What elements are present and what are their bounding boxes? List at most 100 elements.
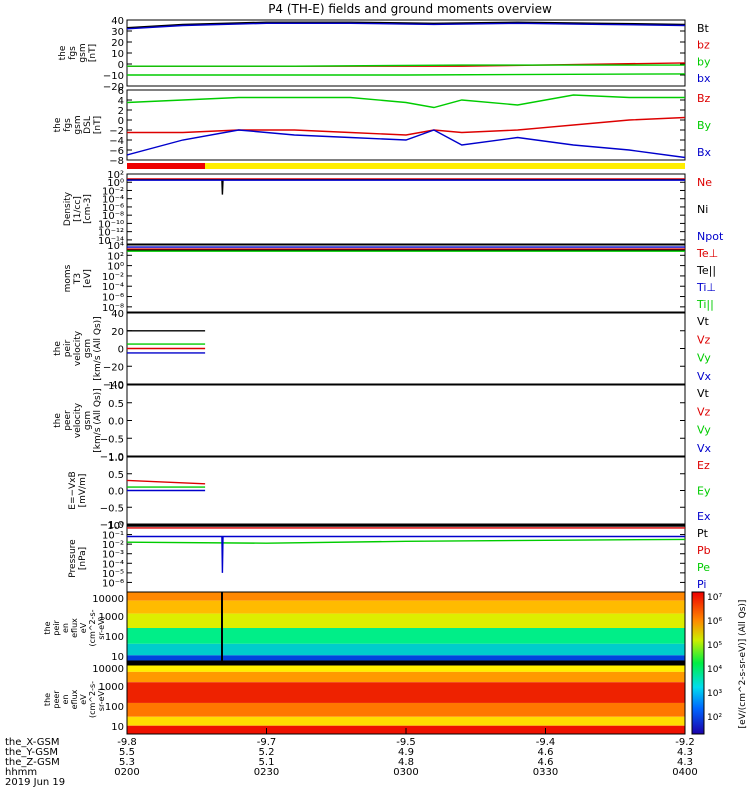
y-label-line: [km/s (All Qs)] <box>93 388 103 452</box>
y-tick-label: 0.5 <box>108 470 124 481</box>
y-axis-label: the peer en eflux eV (cm^2-s-sr-eV) <box>43 681 106 718</box>
colorbar-tick-label: 10⁷ <box>707 593 722 603</box>
series-ez-line <box>126 479 206 485</box>
y-axis-label: Pressure [nPa] <box>68 539 88 578</box>
y-tick-label: 40 <box>111 309 124 320</box>
spectrogram-band <box>127 665 685 672</box>
y-label-line: the <box>58 45 68 60</box>
y-tick-label: 10⁻² <box>102 186 124 197</box>
y-tick-label: 10⁻⁴ <box>102 559 124 570</box>
colorbar: 10⁷ 10⁶ 10⁵ 10⁴ 10³ 10² [eV/(cm^2-s-sr-eV)] (A… <box>691 591 748 735</box>
y-tick-label: 0 <box>118 116 124 127</box>
legend-ti: Ti|| <box>696 298 714 311</box>
y-tick-label: −4 <box>109 136 124 147</box>
footer-value: 0300 <box>393 767 418 778</box>
y-tick-label: −0.5 <box>100 503 124 514</box>
y-tick-label: 10⁻⁶ <box>102 203 124 214</box>
y-tick-label: 20 <box>111 38 124 49</box>
y-axis-label: the fgs gsm DSL [nT] <box>53 115 103 134</box>
y-label-line: peir <box>52 620 61 636</box>
y-label-line: eflux <box>70 618 79 638</box>
y-label-line: eV <box>79 694 88 705</box>
y-tick-label: −20 <box>103 82 124 93</box>
y-tick-label: 10⁻⁵ <box>102 569 124 580</box>
spectrogram-band <box>127 655 685 664</box>
y-label-line: [nPa] <box>78 547 88 570</box>
footer-value: 4.8 <box>398 757 414 768</box>
y-label-line: en <box>61 623 70 633</box>
y-label-line: E=−VxB <box>68 471 78 509</box>
y-label-line: the <box>53 413 63 428</box>
legend-ex: Ex <box>697 510 711 523</box>
y-tick-label: 1000 <box>99 682 124 693</box>
y-tick-label: 10⁰ <box>107 521 124 532</box>
y-tick-label: −20 <box>103 362 124 373</box>
y-label-line: [eV] <box>83 269 93 288</box>
series-pe-line <box>126 538 686 544</box>
legend-bx: bx <box>697 72 711 85</box>
legend-bt: Bt <box>697 22 710 35</box>
y-tick-label: 100 <box>105 702 124 713</box>
footer-row-label: the_Z-GSM <box>5 757 60 768</box>
legend-ne: Ne <box>697 176 712 189</box>
y-tick-label: 0.0 <box>108 417 124 428</box>
y-tick-label: 10⁻⁴ <box>102 282 124 293</box>
mode-bar-slow <box>127 163 205 169</box>
y-tick-label: 40 <box>111 16 124 27</box>
y-axis-label: E=−VxB [mV/m] <box>68 471 88 509</box>
y-tick-label: 0 <box>118 345 124 356</box>
footer-row-label: hhmm <box>5 767 37 778</box>
y-tick-label: −1.0 <box>100 520 124 531</box>
footer-row-label: the_Y-GSM <box>5 747 58 758</box>
y-label-line: the <box>53 341 63 356</box>
y-tick-label: 10⁻⁸ <box>102 303 124 314</box>
legend-vz: Vz <box>697 405 711 418</box>
y-label-line: peir <box>63 339 73 357</box>
y-label-line: the <box>43 693 52 706</box>
panel-frame <box>126 384 686 457</box>
panel-frame <box>126 312 686 385</box>
series-extra-line <box>127 73 686 76</box>
colorbar-tick-label: 10³ <box>707 689 722 699</box>
y-label-line: velocity <box>73 402 83 438</box>
footer-value: 4.3 <box>677 757 693 768</box>
y-label-line: Density <box>63 191 73 226</box>
legend-pb: Pb <box>697 544 711 557</box>
spectrogram-band <box>127 682 685 703</box>
y-tick-label: −1.0 <box>100 452 124 463</box>
y-tick-label: 10⁻⁶ <box>102 293 124 304</box>
legend-vy: Vy <box>697 352 711 365</box>
legend-te: Te|| <box>696 264 716 277</box>
y-tick-label: 4 <box>118 96 124 107</box>
y-axis-label: the fgs gsm [nT] <box>58 43 98 62</box>
series-bz-line <box>127 116 686 136</box>
spectrogram-band <box>127 671 685 683</box>
legend-vx: Vx <box>697 370 712 383</box>
y-tick-label: 10⁻¹⁰ <box>98 219 124 230</box>
y-tick-label: 10⁻¹ <box>102 531 124 542</box>
y-tick-label: 10⁰ <box>107 262 124 273</box>
y-label-line: eV <box>79 622 88 633</box>
legend-pi: Pi <box>697 578 706 591</box>
spectrogram-peir-spec: 10 100 1000 10000 the peir en eflux eV (cm^2-s-sr… <box>43 591 686 665</box>
y-tick-label: 100 <box>105 632 124 643</box>
panel-frame <box>126 244 686 313</box>
legend-by: by <box>697 55 711 68</box>
y-tick-label: 10⁻³ <box>102 550 124 561</box>
panel-frame <box>126 19 686 87</box>
legend-vx: Vx <box>697 442 712 455</box>
y-tick-label: 20 <box>111 327 124 338</box>
legend-by: By <box>697 119 712 132</box>
series-ni-line <box>127 179 685 195</box>
spectrogram-peer-spec: 10 100 1000 10000 the peer en eflux eV (cm^2-s-sr… <box>43 664 686 735</box>
series-bx-line <box>126 22 686 30</box>
y-tick-label: 10000 <box>92 664 124 675</box>
y-tick-label: 1.0 <box>108 381 124 392</box>
y-tick-label: 10⁻² <box>102 272 124 283</box>
y-label-line: gsm <box>73 115 83 134</box>
y-axis-label: the peer velocity gsm [km/s (All Qs)] <box>53 388 103 452</box>
